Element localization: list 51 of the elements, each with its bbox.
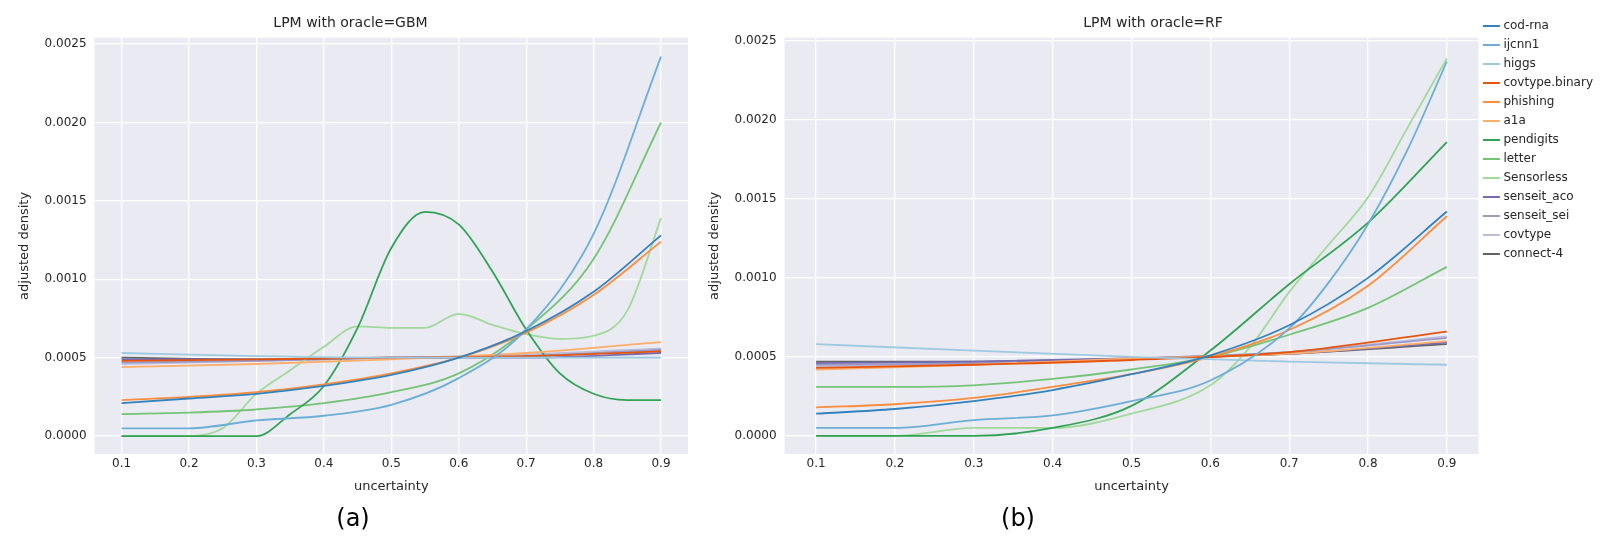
legend-label: covtype bbox=[1503, 227, 1552, 242]
y-axis-title: adjusted density bbox=[706, 191, 722, 300]
x-tick-label: 0.9 bbox=[1437, 456, 1457, 471]
y-tick-label: 0.0000 bbox=[734, 427, 777, 442]
text: (a) bbox=[335, 503, 371, 533]
y-tick-label: 0.0025 bbox=[734, 33, 777, 48]
x-tick-label: 0.3 bbox=[246, 456, 266, 471]
y-tick-label: 0.0010 bbox=[734, 270, 777, 285]
x-tick-label: 0.5 bbox=[1121, 456, 1142, 471]
legend-label: Sensorless bbox=[1503, 170, 1568, 185]
legend-label: senseit_sei bbox=[1503, 208, 1570, 223]
y-tick-label: 0.0015 bbox=[734, 191, 777, 206]
x-tick-label: 0.1 bbox=[112, 456, 132, 471]
y-tick-label: 0.0020 bbox=[734, 112, 777, 127]
y-tick-label: 0.0025 bbox=[44, 36, 87, 51]
y-tick-label: 0.0005 bbox=[734, 348, 777, 363]
x-tick-label: 0.7 bbox=[1279, 456, 1299, 471]
legend-label: a1a bbox=[1503, 113, 1526, 128]
legend-label: senseit_aco bbox=[1503, 189, 1574, 204]
x-tick-label: 0.6 bbox=[449, 456, 469, 471]
legend-label: cod-rna bbox=[1503, 18, 1549, 33]
chart-title: LPM with oracle=RF bbox=[1083, 14, 1223, 31]
x-tick-label: 0.3 bbox=[964, 456, 984, 471]
x-tick-label: 0.4 bbox=[314, 456, 334, 471]
x-tick-label: 0.8 bbox=[584, 456, 604, 471]
x-tick-label: 0.7 bbox=[516, 456, 536, 471]
x-tick-label: 0.1 bbox=[806, 456, 826, 471]
x-tick-label: 0.9 bbox=[651, 456, 671, 471]
legend-label: covtype.binary bbox=[1503, 75, 1593, 90]
y-tick-label: 0.0005 bbox=[44, 349, 87, 364]
y-tick-label: 0.0010 bbox=[44, 271, 87, 286]
x-tick-label: 0.2 bbox=[179, 456, 199, 471]
x-tick-label: 0.5 bbox=[381, 456, 401, 471]
legend-label: phishing bbox=[1503, 94, 1555, 109]
x-tick-label: 0.6 bbox=[1200, 456, 1220, 471]
legend-label: higgs bbox=[1503, 56, 1536, 71]
x-axis-title: uncertainty bbox=[1094, 477, 1170, 493]
legend-label: pendigits bbox=[1503, 132, 1559, 147]
x-tick-label: 0.8 bbox=[1358, 456, 1378, 471]
y-tick-label: 0.0015 bbox=[44, 193, 87, 208]
x-tick-label: 0.2 bbox=[885, 456, 905, 471]
y-tick-label: 0.0020 bbox=[44, 114, 87, 129]
x-axis-title: uncertainty bbox=[353, 477, 429, 493]
text: (b) bbox=[1000, 503, 1036, 533]
legend-label: ijcnn1 bbox=[1503, 37, 1540, 52]
legend-label: connect-4 bbox=[1503, 246, 1564, 261]
x-tick-label: 0.4 bbox=[1043, 456, 1063, 471]
y-tick-label: 0.0000 bbox=[44, 428, 87, 443]
legend-label: letter bbox=[1503, 151, 1536, 166]
y-axis-title: adjusted density bbox=[16, 191, 32, 300]
chart-title: LPM with oracle=GBM bbox=[273, 14, 428, 31]
